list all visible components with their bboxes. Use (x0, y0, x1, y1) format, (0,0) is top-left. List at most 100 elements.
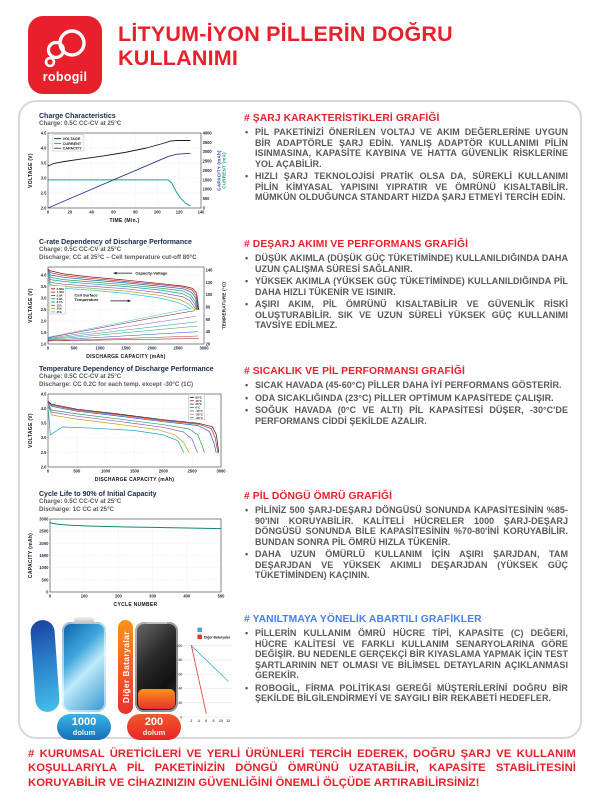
battery-graphic-wrap: Diğer Bataryalar 1000 dolum 200 dolum 2 (28, 614, 232, 740)
chart-panel-temperature: Temperature Dependency of Discharge Perf… (28, 361, 232, 486)
section-sicaklik: # SICAKLIK VE PİL PERFORMANSI GRAFİĞİ SI… (232, 361, 576, 486)
svg-text:20: 20 (206, 341, 211, 346)
svg-text:1000: 1000 (95, 345, 105, 350)
svg-text:3500: 3500 (203, 140, 213, 145)
svg-text:2.0: 2.0 (41, 318, 47, 323)
full-battery-icon (62, 617, 106, 712)
other-batteries-label: Diğer Bataryalar (120, 630, 131, 704)
bullet-item: PİLİNİZ 500 ŞARJ-DEŞARJ DÖNGÜSÜ SONUNDA … (244, 505, 568, 547)
svg-text:CYCLE NUMBER: CYCLE NUMBER (114, 601, 158, 606)
bullet-item: SOĞUK HAVADA (0°C VE ALTI) PİL KAPASİTES… (244, 405, 568, 426)
row-crate: C-rate Dependency of Discharge Performan… (28, 234, 576, 361)
svg-text:DISCHARGE CAPACITY (mAh): DISCHARGE CAPACITY (mAh) (86, 353, 166, 358)
section-heading: # SICAKLIK VE PİL PERFORMANSI GRAFİĞİ (244, 366, 465, 377)
svg-text:8: 8 (213, 719, 215, 723)
svg-text:100: 100 (154, 209, 162, 214)
svg-text:CAPACITY (mAh): CAPACITY (mAh) (28, 532, 34, 577)
page-title: LİTYUM-İYON PİLLERİN DOĞRU KULLANIMI (118, 22, 453, 94)
good-battery-badge: 1000 dolum (57, 714, 111, 740)
battery-cap (146, 622, 167, 624)
svg-text:100: 100 (81, 593, 89, 598)
bullet-list: DÜŞÜK AKIMLA (DÜŞÜK GÜÇ TÜKETİMİNDE) KUL… (244, 253, 568, 331)
bullet-item: DÜŞÜK AKIMLA (DÜŞÜK GÜÇ TÜKETİMİNDE) KUL… (244, 253, 568, 274)
row-comparison: Diğer Bataryalar 1000 dolum 200 dolum 2 (28, 609, 576, 740)
battery-cap (74, 617, 94, 624)
svg-text:CAPACITY: CAPACITY (63, 146, 83, 150)
svg-text:0: 0 (203, 205, 206, 210)
svg-text:1000: 1000 (203, 186, 213, 191)
svg-text:2.5: 2.5 (41, 306, 47, 311)
svg-text:-10°C: -10°C (195, 409, 203, 413)
svg-text:500: 500 (42, 577, 50, 582)
chart-subtitle: Discharge: CC 0.2C for each temp. except… (39, 380, 194, 388)
bad-battery-cycles: 200 (144, 716, 164, 728)
chart-subtitle: Charge: 0.5C CC-CV at 25°C (39, 120, 122, 127)
svg-text:CURRENT (mA): CURRENT (mA) (222, 152, 227, 189)
svg-text:8.7A: 8.7A (57, 300, 63, 304)
svg-text:15A: 15A (57, 303, 62, 307)
svg-text:3000: 3000 (203, 149, 213, 154)
chart-panel-cycle-life: Cycle Life to 90% of Initial Capacity Ch… (28, 486, 232, 609)
svg-text:20A: 20A (57, 306, 62, 310)
header: robogil LİTYUM-İYON PİLLERİN DOĞRU KULLA… (28, 16, 580, 94)
chart-subtitle: Discharge: 1C CC at 25°C (39, 505, 115, 513)
svg-text:500: 500 (73, 468, 81, 473)
svg-text:0: 0 (49, 593, 52, 598)
bullet-item: AŞIRI AKIM, PİL ÖMRÜNÜ KISALTABİLİR VE G… (244, 299, 568, 331)
svg-text:TEMPERATURE (°C): TEMPERATURE (°C) (222, 281, 227, 329)
svg-text:100: 100 (176, 644, 182, 648)
chart-title: C-rate Dependency of Discharge Performan… (39, 239, 192, 246)
cycle-life-chart: 0 100 200 300 400 500 0 500 1000 1500 2000 2500 3000… (28, 516, 225, 607)
svg-text:4.5: 4.5 (41, 391, 47, 396)
svg-text:2000: 2000 (159, 468, 169, 473)
svg-text:12: 12 (226, 719, 230, 723)
svg-text:2000: 2000 (147, 345, 157, 350)
charge-chart: 0 20 40 60 80 100 120 140 2.0 2.5 3.0 3.5 4.0 4.5 0 500… (28, 130, 227, 223)
svg-text:0: 0 (47, 209, 50, 214)
svg-text:10: 10 (219, 719, 223, 723)
svg-text:120: 120 (206, 279, 214, 284)
comparison-mini-chart: 2 4 6 8 10 12 0 20 40 60 80 100 Diğer Bataryalar (176, 627, 232, 723)
chart-panel-crate: C-rate Dependency of Discharge Performan… (28, 234, 232, 361)
bullet-item: ROBOGİL, FİRMA POLİTİKASI GEREĞİ MÜŞTERİ… (244, 683, 568, 704)
svg-text:-20°C: -20°C (195, 412, 203, 416)
svg-text:3.5: 3.5 (41, 160, 47, 165)
logo-text: robogil (42, 70, 88, 84)
svg-text:80: 80 (206, 304, 211, 309)
svg-text:2.5: 2.5 (41, 449, 47, 454)
section-heading: # DEŞARJ AKIMI VE PERFORMANS GRAFİĞİ (244, 239, 469, 250)
crate-chart: 0 500 1000 1500 2000 2500 3000 1.0 1.5 2.0 2.5 3.0 3… (28, 266, 227, 359)
section-heading: # YANILTMAYA YÖNELİK ABARTILI GRAFİKLER (244, 614, 482, 625)
bullet-list: PİLİNİZ 500 ŞARJ-DEŞARJ DÖNGÜSÜ SONUNDA … (244, 505, 568, 581)
svg-text:2000: 2000 (39, 540, 49, 545)
svg-text:0: 0 (180, 715, 182, 719)
chart-subtitle: Charge: 0.5C CC-CV at 25°C (39, 246, 122, 253)
svg-text:4.0: 4.0 (41, 272, 47, 277)
bullet-item: PİLLERİN KULLANIM ÖMRÜ HÜCRE TİPİ, KAPAS… (244, 628, 568, 681)
svg-text:200: 200 (115, 593, 123, 598)
svg-text:120: 120 (176, 209, 184, 214)
bullet-list: PİL PAKETİNİZİ ÖNERİLEN VOLTAJ VE AKIM D… (244, 127, 568, 203)
svg-text:2.0: 2.0 (41, 464, 47, 469)
robogil-logo: robogil (28, 16, 102, 94)
title-line-2: KULLANIMI (118, 45, 239, 70)
svg-text:1500: 1500 (121, 345, 131, 350)
svg-text:80: 80 (178, 658, 182, 662)
svg-text:20: 20 (68, 209, 73, 214)
bullet-item: YÜKSEK AKIMLA (YÜKSEK GÜÇ TÜKETİMİNDE) K… (244, 276, 568, 297)
svg-text:CAPACITY (mAh): CAPACITY (mAh) (216, 150, 221, 191)
svg-text:3000: 3000 (199, 345, 209, 350)
svg-text:2.9A: 2.9A (57, 293, 63, 297)
svg-text:VOLTAGE (V): VOLTAGE (V) (28, 413, 34, 448)
svg-text:TIME (Min.): TIME (Min.) (110, 218, 140, 223)
svg-text:VOLTAGE: VOLTAGE (63, 137, 81, 141)
other-batteries-strip: Diğer Bataryalar (118, 620, 133, 714)
section-desarj-akimi: # DEŞARJ AKIMI VE PERFORMANS GRAFİĞİ DÜŞ… (232, 234, 576, 361)
svg-text:4.0: 4.0 (41, 406, 47, 411)
svg-text:40: 40 (89, 209, 94, 214)
svg-text:6: 6 (205, 719, 207, 723)
svg-text:400: 400 (183, 593, 191, 598)
svg-text:1000: 1000 (39, 565, 49, 570)
svg-text:2500: 2500 (188, 468, 198, 473)
